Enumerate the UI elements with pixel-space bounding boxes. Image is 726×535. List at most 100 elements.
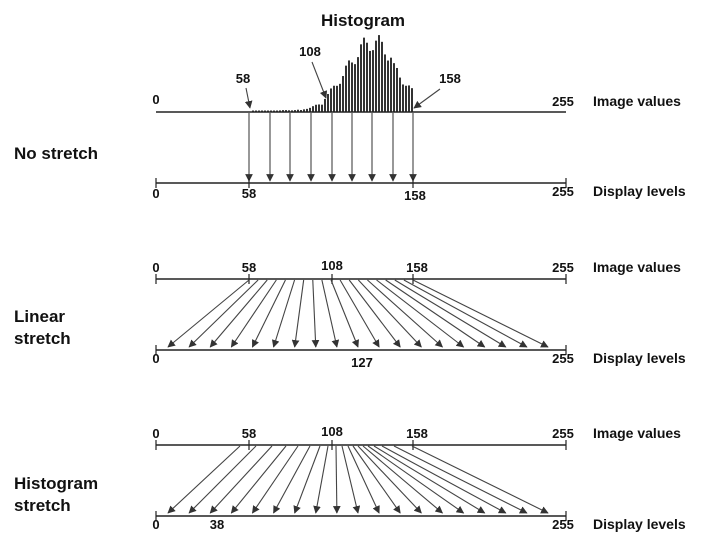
histogram-bar [318,104,320,112]
histogram-bars [252,35,413,113]
mapping-arrow [271,279,296,348]
panel-label-line2: stretch [14,329,71,348]
histogram-bar [375,40,377,112]
histogram-pointer-108 [311,61,328,99]
histogram-bar [405,85,407,112]
histogram-bar [366,42,368,112]
image-values-label: Image values [593,425,681,441]
mapping-arrow [321,279,340,348]
mapping-arrow [167,445,241,514]
histogram-label-108: 108 [299,44,321,59]
mapping-arrow [367,445,465,514]
histogram-bar [306,108,308,112]
tick-label-255: 255 [552,426,574,441]
mapping-arrow [293,445,321,514]
mapping-arrow [230,445,287,514]
histogram-bar [363,37,365,112]
mapping-arrow [411,445,549,514]
mapping-arrow [311,279,320,348]
tick-label-158: 158 [406,260,428,275]
mapping-arrow [313,445,329,514]
histogram-bar [378,35,380,112]
tick-label-108: 108 [321,258,343,273]
histogram-bar [411,88,413,112]
mapping-arrow [352,445,401,514]
histogram-label-58: 58 [236,71,250,86]
histogram-bar [369,50,371,112]
histogram-bar [312,106,314,112]
tick-label-0: 0 [152,260,159,275]
mapping-arrow [412,279,549,348]
tick-label-255: 255 [552,351,574,366]
histogram-bar [345,65,347,112]
tick-label-255: 255 [552,260,574,275]
histogram-label-158: 158 [439,71,461,86]
histogram-bar [300,110,302,112]
histogram-bar [408,85,410,112]
mapping-arrow [347,445,380,514]
panel-label-line1: Histogram [14,474,98,493]
mapping-arrow [230,279,277,348]
histogram-bar [288,110,290,112]
panel-histogram-stretch: Histogram stretch 0 58 108 158 255 Image… [14,424,686,532]
image-values-label: Image values [593,93,681,109]
histogram-bar [402,84,404,112]
histogram-bar [291,110,293,112]
panel-linear-stretch: Linear stretch 0 58 108 158 255 Image va… [14,258,686,370]
tick-label-38: 38 [210,517,224,532]
tick-label-108: 108 [321,424,343,439]
histogram-bar [390,57,392,112]
mapping-arrow [385,279,486,348]
histogram-bar [396,67,398,112]
histogram-bar [309,107,311,112]
mapping-arrow [209,445,273,514]
mapping-arrow [339,279,380,348]
histogram-bar [357,57,359,112]
histogram-bar [294,110,296,112]
histogram-bar [330,88,332,112]
mapping-arrows [167,445,549,514]
histogram-bar [384,54,386,112]
histogram-bar [297,109,299,112]
mapping-arrow [209,279,268,348]
mapping-arrow [330,279,359,348]
mapping-arrow [188,445,257,514]
tick-label-127: 127 [351,355,373,370]
tick-label-0: 0 [152,351,159,366]
mapping-arrow [188,279,259,348]
display-levels-label: Display levels [593,183,686,199]
mapping-arrow [251,279,286,348]
histogram-bar [321,104,323,112]
histogram-bar [327,94,329,112]
histogram-bar [354,64,356,112]
histogram-bar [360,44,362,112]
tick-label-0: 0 [152,92,159,107]
tick-label-255: 255 [552,184,574,199]
mapping-arrow [394,279,507,348]
mapping-arrow [376,279,465,348]
histogram-bar [387,60,389,112]
tick-label-255: 255 [552,94,574,109]
histogram-bar [399,77,401,112]
display-levels-label: Display levels [593,516,686,532]
mapping-arrow [341,445,361,514]
tick-label-158: 158 [406,426,428,441]
mapping-arrows [245,113,417,182]
histogram-bar [348,60,350,112]
panel-label-line1: Linear [14,307,65,326]
tick-label-0: 0 [152,186,159,201]
histogram-bar [339,83,341,112]
histogram-bar [303,109,305,112]
mapping-arrow [403,279,528,348]
histogram-bar [279,110,281,112]
mapping-arrow [332,445,341,514]
mapping-arrow [362,445,444,514]
histogram-bar [351,62,353,112]
histogram-pointer-58 [244,87,253,109]
mapping-arrow [367,279,444,348]
tick-label-58: 58 [242,426,256,441]
panel-label: No stretch [14,144,98,163]
mapping-arrow [273,445,311,514]
histogram-bar [315,104,317,112]
